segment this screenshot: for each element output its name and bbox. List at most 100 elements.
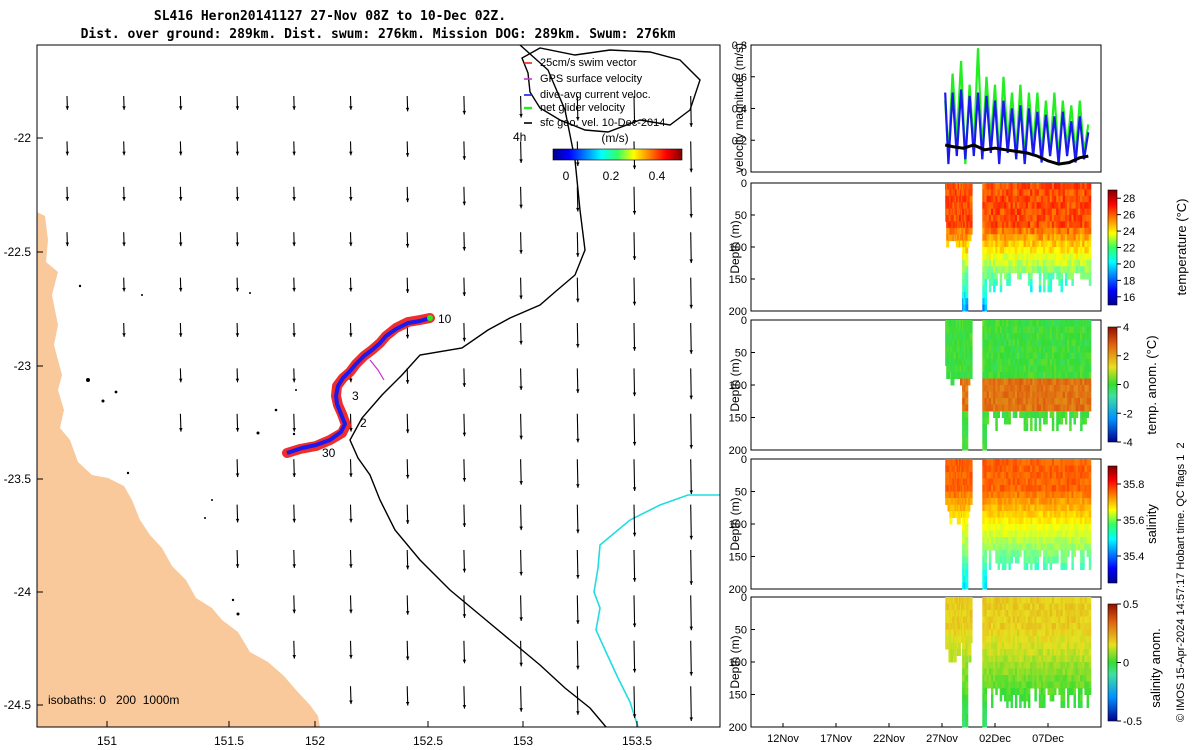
section-cell xyxy=(999,208,1003,216)
section-cell xyxy=(1086,504,1090,512)
section-cell xyxy=(1036,511,1040,518)
isobaths-label: isobaths: 0 200 1000m xyxy=(48,693,179,707)
section-cell xyxy=(1017,372,1020,379)
section-cell xyxy=(1075,385,1079,392)
velocity-arrowhead xyxy=(576,298,580,303)
section-cell xyxy=(1077,391,1081,399)
section-cell xyxy=(991,365,994,373)
section-cell xyxy=(1086,465,1090,473)
section-cell xyxy=(1036,649,1040,656)
section-cell xyxy=(1075,404,1079,412)
section-cell xyxy=(1051,543,1055,551)
section-cell xyxy=(1023,504,1027,512)
section-cell xyxy=(984,291,987,299)
section-cell xyxy=(1073,221,1076,229)
section-cell xyxy=(1021,195,1024,203)
section-cell xyxy=(991,498,994,505)
section-cell xyxy=(1056,485,1059,492)
section-cell xyxy=(1075,183,1079,190)
section-cell xyxy=(988,215,992,222)
section-cell xyxy=(1047,208,1050,216)
section-cell xyxy=(1023,352,1027,360)
section-cell xyxy=(999,266,1003,274)
section-cell xyxy=(1019,688,1022,695)
colorbar-tick-label: 16 xyxy=(1123,292,1135,304)
section-cell xyxy=(1027,504,1031,512)
section-cell xyxy=(1049,378,1053,386)
colorbar-tick-label: 18 xyxy=(1123,275,1135,287)
section-cell xyxy=(1073,346,1076,353)
section-cell xyxy=(1041,681,1044,689)
section-cell xyxy=(1082,491,1085,499)
section-cell xyxy=(1071,472,1074,479)
section-cell xyxy=(995,472,998,479)
section-cell xyxy=(1025,240,1029,248)
section-cell xyxy=(1006,195,1009,203)
section-cell xyxy=(1054,208,1057,216)
section-cell xyxy=(1054,365,1057,373)
depth-tick-label: 150 xyxy=(729,552,747,564)
section-cell xyxy=(1086,253,1090,261)
section-cell xyxy=(1080,365,1083,373)
section-cell xyxy=(1027,253,1031,261)
section-cell xyxy=(1082,221,1085,229)
section-cell xyxy=(1008,649,1011,656)
section-cell xyxy=(1025,629,1029,637)
section-cell xyxy=(1032,385,1035,392)
section-cell xyxy=(1030,279,1033,286)
section-cell xyxy=(1008,215,1011,222)
section-cell xyxy=(1077,352,1081,360)
section-cell xyxy=(1036,234,1040,242)
section-cell xyxy=(1017,326,1020,334)
section-cell xyxy=(1086,543,1090,551)
section-cell xyxy=(1067,385,1070,392)
section-cell xyxy=(1082,543,1085,551)
section-cell xyxy=(1032,491,1035,499)
section-cell xyxy=(1017,202,1020,210)
section-cell xyxy=(1001,208,1005,216)
salinity-anomaly-ylabel: Depth (m) xyxy=(728,635,742,688)
section-cell xyxy=(965,404,969,412)
section-cell xyxy=(1004,372,1007,379)
section-cell xyxy=(1004,365,1007,373)
section-cell xyxy=(1069,655,1072,663)
section-cell xyxy=(993,524,996,531)
section-cell xyxy=(1025,385,1029,392)
section-cell xyxy=(1032,603,1035,611)
section-cell xyxy=(1032,616,1035,624)
section-cell xyxy=(1060,524,1063,531)
section-cell xyxy=(993,221,996,229)
velocity-arrowhead xyxy=(65,151,70,156)
section-cell xyxy=(1051,378,1055,386)
colorbar-tick-label: 24 xyxy=(1123,226,1135,238)
section-cell xyxy=(1058,655,1061,663)
section-cell xyxy=(1043,320,1046,327)
velocity-arrowhead xyxy=(235,197,240,201)
section-cell xyxy=(1056,675,1059,682)
section-cell xyxy=(1019,504,1022,512)
section-cell xyxy=(1006,465,1009,473)
section-cell xyxy=(1075,636,1079,643)
section-cell xyxy=(982,517,985,525)
colorbar-tick-label: -2 xyxy=(1123,408,1133,420)
velocity-arrowhead xyxy=(689,717,694,722)
section-cell xyxy=(993,478,996,486)
section-cell xyxy=(1008,208,1011,216)
section-cell xyxy=(1012,404,1016,412)
section-cell xyxy=(1067,491,1070,499)
section-cell xyxy=(1067,642,1070,650)
section-cell xyxy=(1001,649,1005,656)
section-cell xyxy=(1021,485,1024,492)
section-cell xyxy=(1027,694,1031,702)
section-cell xyxy=(1041,636,1044,643)
section-cell xyxy=(1041,504,1044,512)
section-cell xyxy=(1010,339,1013,347)
section-cell xyxy=(1051,215,1055,222)
section-cell xyxy=(1071,478,1074,486)
section-cell xyxy=(957,511,961,518)
section-cell xyxy=(1071,662,1074,669)
section-cell xyxy=(1021,411,1024,418)
section-cell xyxy=(965,266,969,274)
section-cell xyxy=(1051,530,1055,538)
section-cell xyxy=(1080,511,1083,518)
